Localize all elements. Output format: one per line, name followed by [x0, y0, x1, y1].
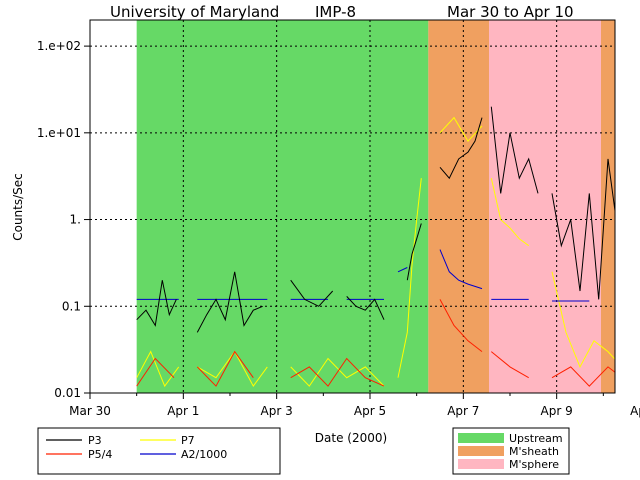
x-tick-label: Apr 9 [541, 404, 573, 418]
series-p5-4 [136, 299, 640, 387]
region-legend: Upstream M'sheath M'sphere [452, 427, 570, 475]
x-tick-label: Mar 30 [69, 404, 111, 418]
x-axis-label: Date (2000) [315, 431, 387, 445]
series-line-p5-4 [631, 367, 640, 386]
y-tick-label: 1. [70, 213, 81, 227]
y-tick-label: 1.e+02 [37, 39, 81, 53]
y-axis-label: Counts/Sec [11, 173, 25, 241]
series-line-p3 [406, 223, 422, 281]
x-tick-label: Apr 1 [167, 404, 199, 418]
legend-label-msphere: M'sphere [509, 458, 559, 471]
y-tick-label: 1.e+01 [37, 126, 81, 140]
legend-swatch-upstream [458, 433, 504, 443]
series-line-p7 [490, 178, 529, 247]
series-line-p5-4 [490, 351, 529, 379]
x-tick-label: Apr 7 [447, 404, 479, 418]
series-line-p3 [136, 280, 177, 327]
region-m-sheath [428, 20, 489, 393]
series-p3 [136, 106, 640, 333]
series-line-a2-1000 [439, 249, 483, 290]
series-p7 [136, 116, 640, 388]
series-line-p5-4 [196, 350, 254, 387]
x-tick-label: Apr 5 [354, 404, 386, 418]
series-line-p7 [397, 178, 422, 378]
series-line-p3 [196, 271, 263, 333]
series-line-p5-4 [551, 366, 615, 387]
series-line-p3 [290, 279, 334, 307]
region-m-sphere [489, 20, 601, 393]
series-line-p3 [346, 296, 385, 320]
series-line-p3 [551, 158, 615, 300]
series-line-p5-4 [136, 357, 175, 387]
legend-swatch-msphere [458, 459, 504, 469]
series-line-p3 [490, 106, 539, 194]
series-a2-1000 [136, 249, 590, 302]
grid-lines [90, 20, 615, 393]
legend-label-msheath: M'sheath [509, 445, 559, 458]
legend-label-p7: P7 [181, 434, 195, 447]
chart-title-daterange: Mar 30 to Apr 10 [447, 3, 574, 21]
x-tick-label: Apr 3 [261, 404, 293, 418]
series-legend: P3 P7 P5/4 A2/1000 [37, 427, 281, 475]
series-line-p7 [290, 357, 385, 387]
series-line-p3 [631, 299, 640, 306]
region-m-sheath [601, 20, 615, 393]
legend-label-p5-4: P5/4 [88, 448, 112, 461]
chart-title-spacecraft: IMP-8 [315, 3, 356, 21]
series-line-p7 [136, 350, 180, 388]
legend-label-p3: P3 [88, 434, 102, 447]
series-line-p7 [631, 332, 640, 367]
series-legend-box [37, 427, 281, 475]
axis-ticks: Mar 30 Apr 1 Apr 3 Apr 5 Apr 7 Apr 9 Apr 11 0.0… [37, 39, 640, 418]
data-series [136, 106, 640, 388]
x-tick-label: Apr 11 [630, 404, 640, 418]
plot-frame [89, 19, 616, 394]
series-line-p7 [439, 116, 483, 143]
series-line-p7 [551, 271, 615, 369]
series-line-p5-4 [439, 299, 483, 352]
y-tick-label: 0.1 [62, 299, 81, 313]
chart-title-institution: University of Maryland [110, 3, 279, 21]
series-line-p5-4 [290, 357, 385, 387]
series-line-p3 [439, 117, 483, 180]
region-upstream [136, 20, 429, 393]
y-tick-label: 0.01 [54, 386, 81, 400]
legend-label-a2: A2/1000 [181, 448, 227, 461]
series-line-a2-1000 [397, 267, 408, 273]
legend-label-upstream: Upstream [509, 432, 563, 445]
region-backgrounds [136, 20, 615, 393]
legend-swatch-msheath [458, 446, 504, 456]
